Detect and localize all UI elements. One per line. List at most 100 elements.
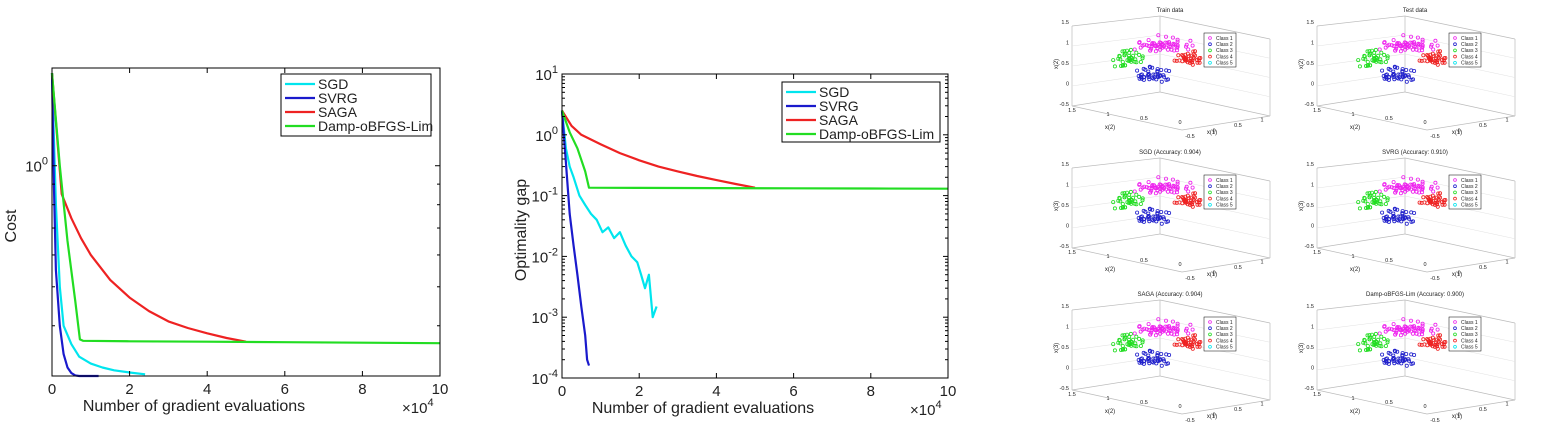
data-point <box>1158 47 1163 52</box>
z-tick-label: 0 <box>1311 366 1314 372</box>
data-point <box>1412 40 1417 45</box>
data-point <box>1151 218 1156 223</box>
data-point <box>1383 187 1388 192</box>
axis-box-line <box>1071 389 1183 415</box>
x-axis-label: x(1) <box>1452 414 1462 420</box>
data-point <box>1430 335 1435 340</box>
data-point <box>1412 183 1417 188</box>
data-point <box>1376 53 1381 58</box>
data-point <box>1139 214 1144 219</box>
data-point <box>1151 72 1156 77</box>
data-point <box>1159 79 1164 84</box>
data-point <box>1131 195 1136 200</box>
data-point <box>1431 47 1436 52</box>
data-point <box>1177 342 1182 347</box>
plot-frame <box>561 73 949 379</box>
panel-title: Damp-oBFGS-Lim (Accuracy: 0.900) <box>1366 292 1464 298</box>
data-point <box>1172 342 1177 347</box>
data-point <box>1400 209 1405 214</box>
data-point <box>1388 209 1393 214</box>
z-tick-label: 0.5 <box>1306 203 1314 209</box>
data-point <box>1420 323 1425 328</box>
y-tick-base: 10 <box>535 128 552 145</box>
axis-box-line <box>1404 233 1516 259</box>
y-tick-label: 0 <box>1178 262 1181 268</box>
data-point <box>1391 213 1396 218</box>
legend-marker <box>1453 332 1457 337</box>
legend-label: Class 1 <box>1461 36 1478 42</box>
data-point <box>1120 344 1125 349</box>
data-point <box>1373 331 1378 336</box>
y-tick-label: 1.5 <box>1313 108 1321 114</box>
data-point <box>1122 333 1127 338</box>
data-point <box>1417 184 1422 189</box>
data-point <box>1191 197 1196 202</box>
data-point <box>1420 181 1425 186</box>
axis-box-line <box>1404 157 1516 182</box>
data-point <box>1395 41 1400 46</box>
legend-label: Class 2 <box>1216 184 1233 190</box>
grid-line <box>1316 34 1406 47</box>
data-point <box>1118 57 1123 62</box>
data-point <box>1375 199 1380 204</box>
x-tick-label: 0.5 <box>1479 265 1487 271</box>
series-line-sgd <box>50 73 146 376</box>
data-point <box>1123 205 1128 210</box>
data-point <box>1393 332 1398 337</box>
data-point <box>1137 336 1142 341</box>
legend-label: Class 1 <box>1216 36 1233 42</box>
data-point <box>1435 185 1440 190</box>
axis-box-line <box>1159 157 1271 182</box>
legend-marker <box>1208 344 1212 349</box>
data-point <box>1403 47 1408 52</box>
legend-marker <box>1453 326 1457 330</box>
data-point <box>1146 186 1151 191</box>
z-tick-label: 1.5 <box>1061 304 1069 310</box>
data-point <box>1195 202 1200 207</box>
data-point <box>1372 53 1377 58</box>
data-point <box>1184 198 1189 203</box>
data-point <box>1167 186 1172 191</box>
data-point <box>1403 215 1408 220</box>
y-tick-label: 101 <box>535 64 558 84</box>
data-point <box>1395 183 1400 188</box>
grid-line <box>1159 214 1271 240</box>
axis-box-line <box>1316 247 1428 273</box>
data-point <box>1135 68 1140 73</box>
data-point <box>1442 198 1447 203</box>
data-point <box>1148 207 1153 212</box>
data-point <box>1442 60 1447 65</box>
data-point <box>1391 44 1396 49</box>
data-point <box>1372 195 1377 200</box>
data-point <box>1366 205 1371 210</box>
data-point <box>1142 184 1147 189</box>
data-point <box>1403 357 1408 362</box>
data-point <box>1116 56 1121 61</box>
data-point <box>1120 49 1125 54</box>
data-point <box>1166 77 1171 82</box>
z-tick-label: 1 <box>1066 41 1069 47</box>
y-tick-label: 1 <box>1351 396 1354 402</box>
data-point <box>1119 64 1124 69</box>
data-point <box>1433 322 1438 327</box>
axis-box-line <box>1071 157 1161 169</box>
data-point <box>1153 214 1158 219</box>
data-point <box>1172 184 1177 189</box>
data-point <box>1412 324 1417 329</box>
data-point <box>1387 184 1392 189</box>
data-point <box>1118 341 1123 346</box>
data-point <box>1395 325 1400 330</box>
y-tick-label: 1 <box>1106 396 1109 402</box>
axis-box-line <box>1404 375 1516 401</box>
data-point <box>1127 198 1132 203</box>
data-point <box>1411 219 1416 224</box>
data-point <box>1373 47 1378 52</box>
z-tick-label: -0.5 <box>1060 102 1069 108</box>
data-point <box>1162 216 1167 221</box>
data-point <box>1388 351 1393 356</box>
data-point <box>1137 40 1142 45</box>
data-point <box>1154 44 1159 49</box>
data-point <box>1379 344 1384 349</box>
data-point <box>1361 198 1366 203</box>
data-point <box>1440 344 1445 349</box>
